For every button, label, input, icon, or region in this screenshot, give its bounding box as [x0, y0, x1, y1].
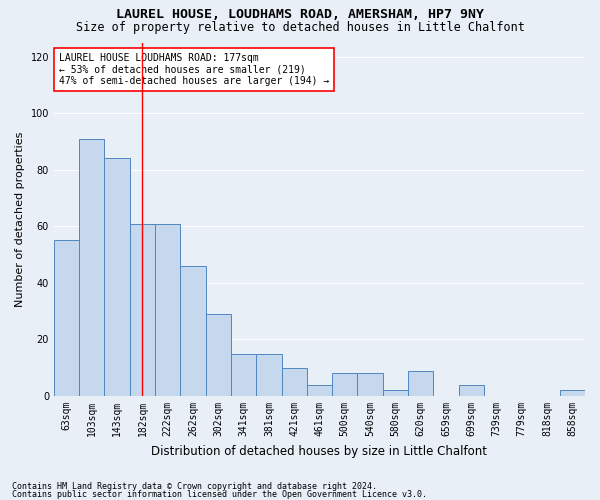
Text: Size of property relative to detached houses in Little Chalfont: Size of property relative to detached ho…	[76, 21, 524, 34]
Bar	[408, 370, 433, 396]
Text: LAUREL HOUSE, LOUDHAMS ROAD, AMERSHAM, HP7 9NY: LAUREL HOUSE, LOUDHAMS ROAD, AMERSHAM, H…	[116, 8, 484, 20]
Bar	[256, 354, 281, 396]
Bar	[281, 368, 307, 396]
Bar	[231, 354, 256, 396]
Bar	[104, 158, 130, 396]
X-axis label: Distribution of detached houses by size in Little Chalfont: Distribution of detached houses by size …	[151, 444, 487, 458]
Bar	[79, 138, 104, 396]
Bar	[560, 390, 585, 396]
Bar	[206, 314, 231, 396]
Bar	[54, 240, 79, 396]
Bar	[383, 390, 408, 396]
Bar	[181, 266, 206, 396]
Bar	[458, 384, 484, 396]
Bar	[155, 224, 181, 396]
Bar	[332, 374, 358, 396]
Y-axis label: Number of detached properties: Number of detached properties	[15, 132, 25, 307]
Text: LAUREL HOUSE LOUDHAMS ROAD: 177sqm
← 53% of detached houses are smaller (219)
47: LAUREL HOUSE LOUDHAMS ROAD: 177sqm ← 53%…	[59, 53, 329, 86]
Text: Contains public sector information licensed under the Open Government Licence v3: Contains public sector information licen…	[12, 490, 427, 499]
Bar	[130, 224, 155, 396]
Bar	[358, 374, 383, 396]
Bar	[307, 384, 332, 396]
Text: Contains HM Land Registry data © Crown copyright and database right 2024.: Contains HM Land Registry data © Crown c…	[12, 482, 377, 491]
